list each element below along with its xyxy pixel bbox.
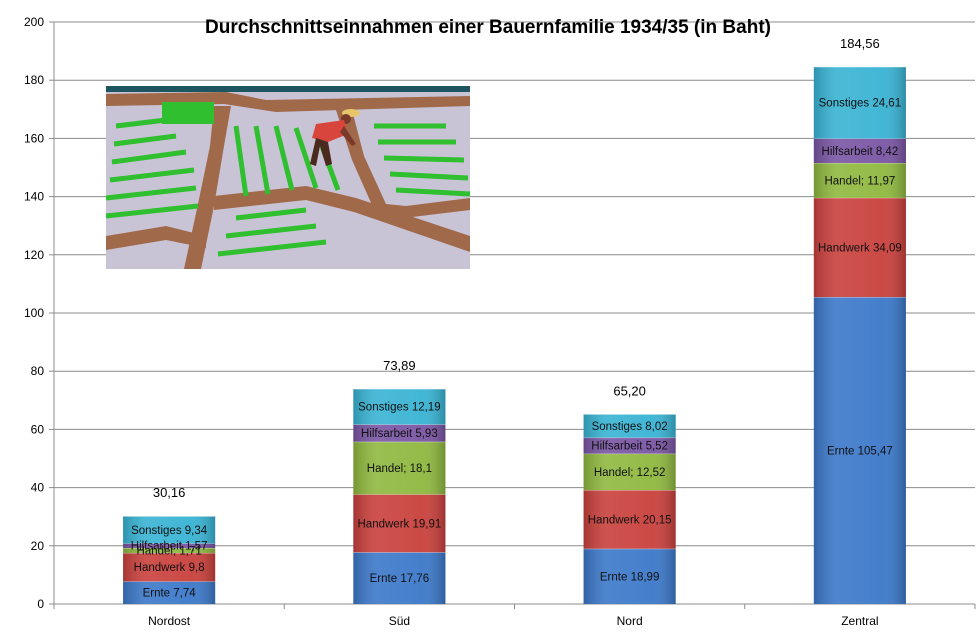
total-label: 73,89 [383,358,416,373]
bar-segment-shading [353,424,446,442]
bar-segment-shading [583,414,676,438]
bar-segment-shading [813,297,906,604]
bar-segment-shading [813,163,906,198]
data-label-sonstiges: Sonstiges 8,02 [592,421,668,433]
data-label-handel: Handel; 11,97 [824,175,895,187]
y-tick-label: 120 [24,248,44,262]
bar-segment-shading [583,453,676,491]
data-label-hilfsarbeit: Hilfsarbeit 1,57 [131,541,208,553]
bar-segment-shading [353,494,446,553]
bars [123,66,906,604]
rice-farmer-in-paddy-field-illustration [105,86,471,269]
data-label-handwerk: Handwerk 19,91 [358,518,442,530]
data-label-sonstiges: Sonstiges 24,61 [819,98,901,110]
data-label-handwerk: Handwerk 20,15 [588,514,672,526]
y-tick-label: 0 [37,597,44,611]
data-label-sonstiges: Sonstiges 12,19 [358,402,440,414]
x-tick-label: Nordost [148,614,191,628]
farmer-figure [310,109,360,166]
bar-segment-shading [813,197,906,298]
total-label: 65,20 [613,383,646,398]
bar-segment-shading [353,552,446,604]
data-label-handwerk: Handwerk 34,09 [818,242,902,254]
y-tick-label: 20 [31,539,45,553]
x-tick-label: Süd [389,614,410,628]
bar-segment-shading [123,547,216,553]
y-tick-label: 200 [24,15,44,29]
data-label-sonstiges: Sonstiges 9,34 [131,525,208,537]
y-tick-label: 160 [24,131,44,145]
data-label-ernte: Ernte 105,47 [827,446,893,458]
bar-segment-shading [123,516,216,544]
y-tick-label: 80 [31,364,45,378]
bar-segment-shading [583,548,676,604]
data-label-ernte: Ernte 7,74 [143,588,197,600]
total-label: 30,16 [153,485,186,500]
total-label: 184,56 [840,36,880,51]
bar-segment-shading [123,552,216,582]
y-tick-label: 60 [31,422,45,436]
y-tick-label: 100 [24,306,44,320]
data-label-hilfsarbeit: Hilfsarbeit 5,93 [361,428,438,440]
bar-segment-shading [353,441,446,495]
y-tick-label: 140 [24,190,44,204]
bar-segment-shading [813,66,906,139]
data-label-handwerk: Handwerk 9,8 [134,562,205,574]
x-tick-label: Zentral [841,614,878,628]
data-label-hilfsarbeit: Hilfsarbeit 5,52 [591,441,668,453]
chart-title: Durchschnittseinnahmen einer Bauernfamil… [205,17,771,38]
y-tick-label: 40 [31,481,45,495]
data-label-hilfsarbeit: Hilfsarbeit 8,42 [822,146,899,158]
bar-segment-shading [583,437,676,454]
bar-segment-shading [353,388,446,425]
bar-segment-shading [813,138,906,164]
data-label-ernte: Ernte 17,76 [370,573,429,585]
bar-segment-shading [123,543,216,548]
data-label-ernte: Ernte 18,99 [600,571,659,583]
data-label-handel: Handel; 12,52 [594,467,666,479]
bar-segment-shading [583,490,676,549]
data-label-handel: Handel; 1,71 [137,545,202,557]
x-tick-label: Nord [617,614,643,628]
bar-segment-shading [123,581,216,604]
y-tick-label: 180 [24,73,44,87]
data-label-handel: Handel; 18,1 [367,463,432,475]
